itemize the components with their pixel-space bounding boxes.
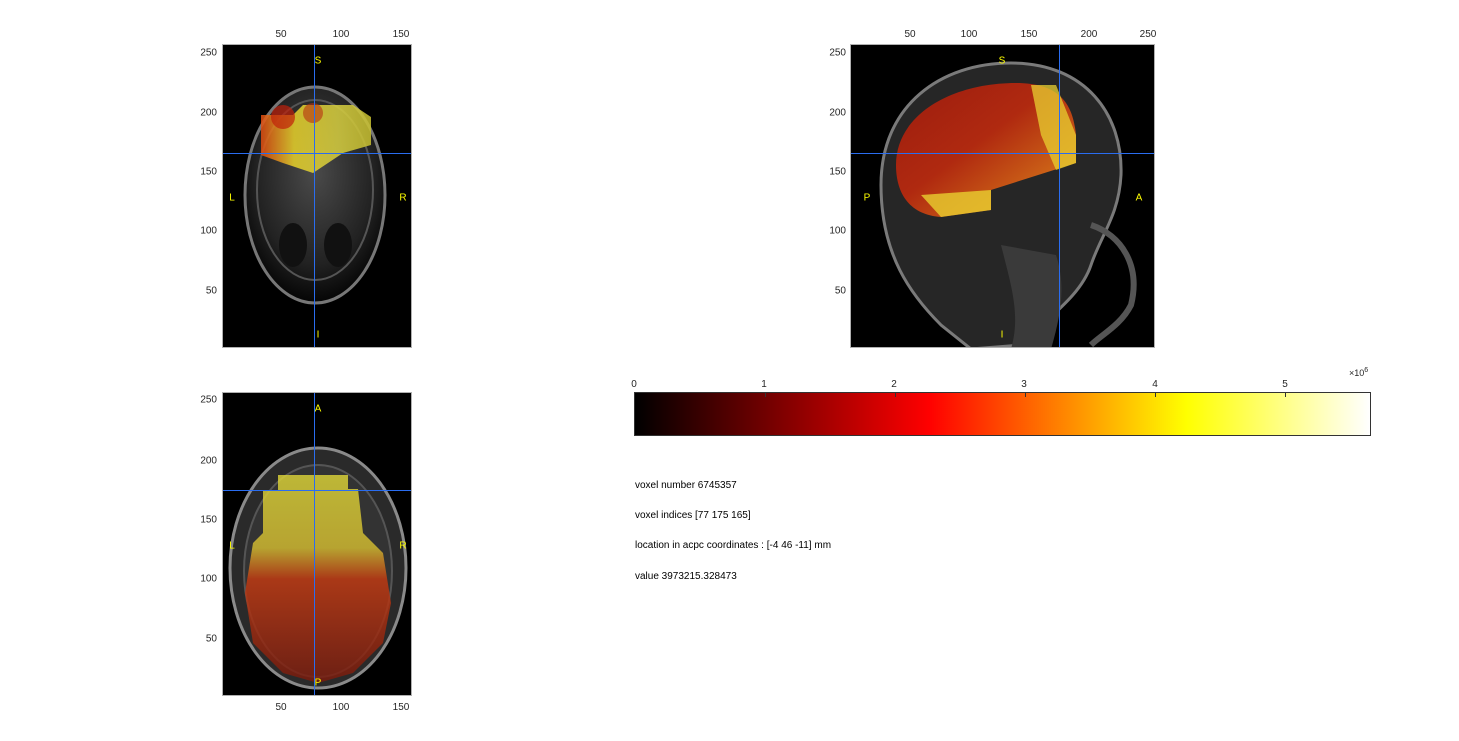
colorbar-tick-label: 4 (1152, 379, 1158, 390)
sagittal-slice-image[interactable]: S I P A (850, 44, 1155, 348)
axial-y-tick: 100 (200, 573, 217, 585)
axial-orient-right: R (399, 540, 407, 552)
sagittal-x-tick: 250 (1139, 29, 1157, 40)
coronal-slice-image[interactable]: S I L R (222, 44, 412, 348)
coronal-crosshair-vertical (314, 45, 315, 347)
coronal-x-tick: 150 (392, 29, 410, 40)
sagittal-orient-left: P (863, 192, 871, 204)
sagittal-y-tick: 100 (829, 225, 846, 237)
sagittal-y-tick: 250 (829, 47, 846, 59)
axial-x-tick: 150 (392, 702, 410, 713)
colorbar-tick-mark (1155, 393, 1156, 397)
location-text: location in acpc coordinates : [-4 46 -1… (635, 540, 832, 551)
axial-mri-slice (228, 446, 408, 690)
colorbar-tick-mark (765, 393, 766, 397)
colorbar-tick-label: 1 (761, 379, 767, 390)
colorbar-tick-mark (1025, 393, 1026, 397)
axial-slice-image[interactable]: A P L R (222, 392, 412, 696)
sagittal-y-tick: 150 (829, 166, 846, 178)
value-text: value 3973215.328473 (635, 571, 737, 582)
coronal-orient-top: S (314, 55, 322, 67)
colorbar-tick-label: 5 (1282, 379, 1288, 390)
coronal-mri-slice (243, 85, 387, 305)
axial-y-tick: 200 (200, 455, 217, 467)
sagittal-orient-top: S (998, 55, 1006, 67)
coronal-orient-left: L (229, 192, 235, 204)
colorbar-tick-label: 2 (891, 379, 897, 390)
axial-x-tick: 50 (275, 702, 287, 713)
coronal-x-tick: 50 (275, 29, 287, 40)
coronal-orient-right: R (399, 192, 407, 204)
sagittal-crosshair-vertical (1059, 45, 1060, 347)
coronal-orient-bottom: I (316, 329, 320, 341)
axial-crosshair-vertical (314, 393, 315, 695)
sagittal-mri-slice (879, 61, 1137, 347)
sagittal-x-tick: 200 (1080, 29, 1098, 40)
coronal-y-tick: 50 (205, 285, 217, 297)
sagittal-orient-right: A (1135, 192, 1143, 204)
axial-orient-top: A (314, 403, 322, 415)
coronal-x-tick: 100 (332, 29, 350, 40)
colorbar-tick-mark (1285, 393, 1286, 397)
axial-y-tick: 150 (200, 514, 217, 526)
sagittal-y-tick: 50 (834, 285, 846, 297)
colorbar-tick-label: 3 (1021, 379, 1027, 390)
colorbar (634, 392, 1371, 436)
sagittal-x-tick: 150 (1020, 29, 1038, 40)
voxel-number-text: voxel number 6745357 (635, 480, 737, 491)
axial-x-tick: 100 (332, 702, 350, 713)
coronal-y-tick: 250 (200, 47, 217, 59)
voxel-indices-text: voxel indices [77 175 165] (635, 510, 751, 521)
axial-crosshair-horizontal (223, 490, 411, 491)
axial-orient-bottom: P (314, 677, 322, 689)
sagittal-crosshair-horizontal (851, 153, 1154, 154)
sagittal-orient-bottom: I (1000, 329, 1004, 341)
axial-y-tick: 50 (205, 633, 217, 645)
coronal-y-tick: 150 (200, 166, 217, 178)
coronal-crosshair-horizontal (223, 153, 411, 154)
colorbar-multiplier-base: ×10 (1349, 368, 1365, 378)
axial-orient-left: L (229, 540, 235, 552)
colorbar-multiplier: ×106 (1349, 367, 1368, 378)
colorbar-tick-label: 0 (631, 379, 637, 390)
coronal-y-tick: 200 (200, 107, 217, 119)
sagittal-y-tick: 200 (829, 107, 846, 119)
colorbar-tick-mark (895, 393, 896, 397)
sagittal-x-tick: 50 (904, 29, 916, 40)
coronal-y-tick: 100 (200, 225, 217, 237)
sagittal-x-tick: 100 (960, 29, 978, 40)
axial-y-tick: 250 (200, 394, 217, 406)
colorbar-multiplier-exponent: 6 (1364, 367, 1369, 374)
